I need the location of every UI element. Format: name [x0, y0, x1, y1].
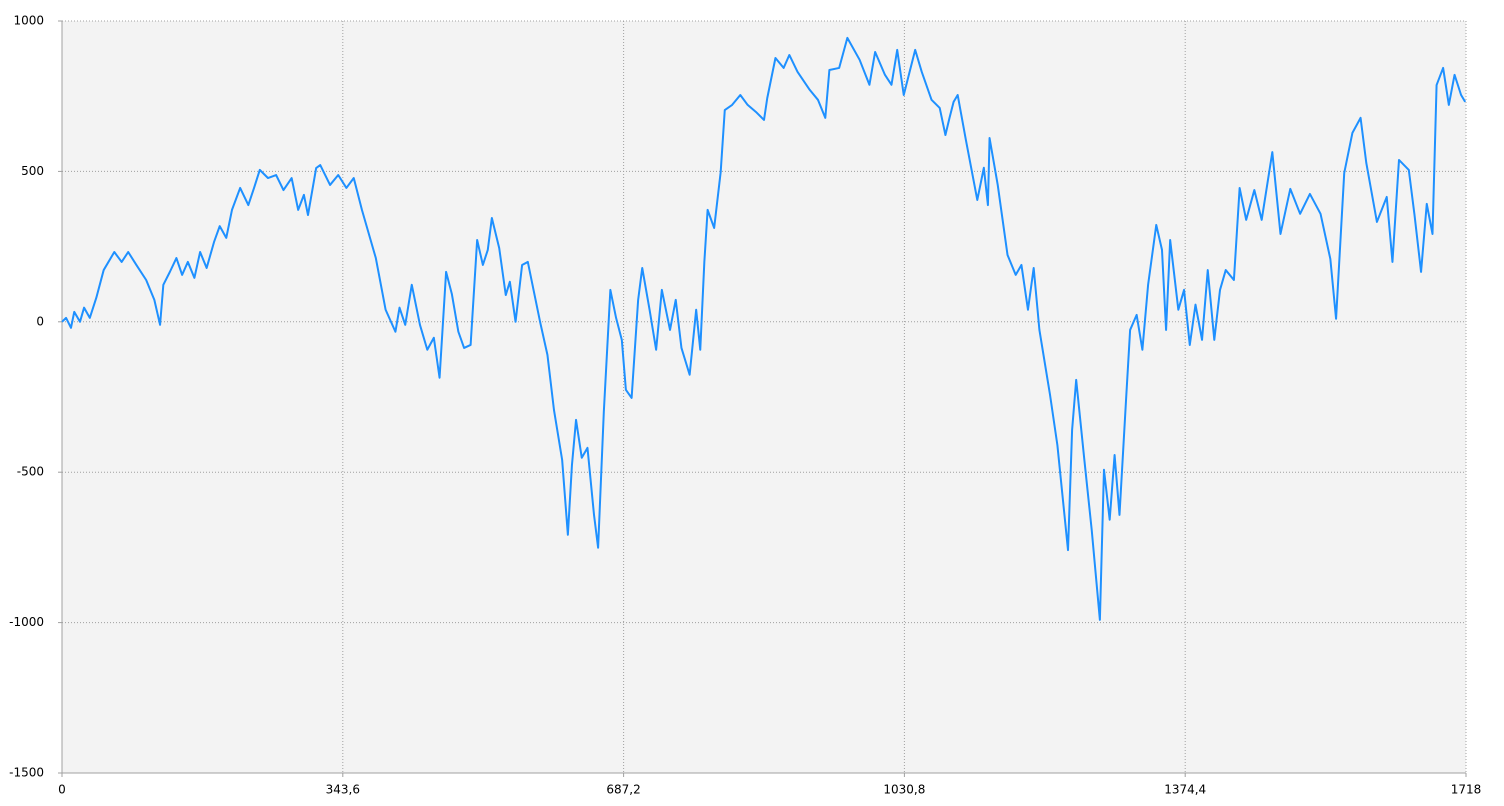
y-tick-label: -1000	[9, 615, 44, 629]
y-tick-label: 0	[36, 314, 44, 328]
data-line	[61, 36, 1467, 621]
x-tick-label: 1030,8	[883, 783, 925, 797]
plot-area	[62, 21, 1466, 773]
x-tick-label: 1374,4	[1164, 783, 1206, 797]
x-tick-label: 343,6	[326, 783, 360, 797]
y-tick-label: 1000	[13, 14, 44, 28]
x-tick-label: 687,2	[606, 783, 640, 797]
x-tick-label: 0	[58, 783, 66, 797]
y-tick-label: -500	[17, 465, 44, 479]
y-tick-label: 500	[21, 164, 44, 178]
x-tick-label: 1718	[1451, 783, 1482, 797]
y-tick-label: -1500	[9, 766, 44, 780]
